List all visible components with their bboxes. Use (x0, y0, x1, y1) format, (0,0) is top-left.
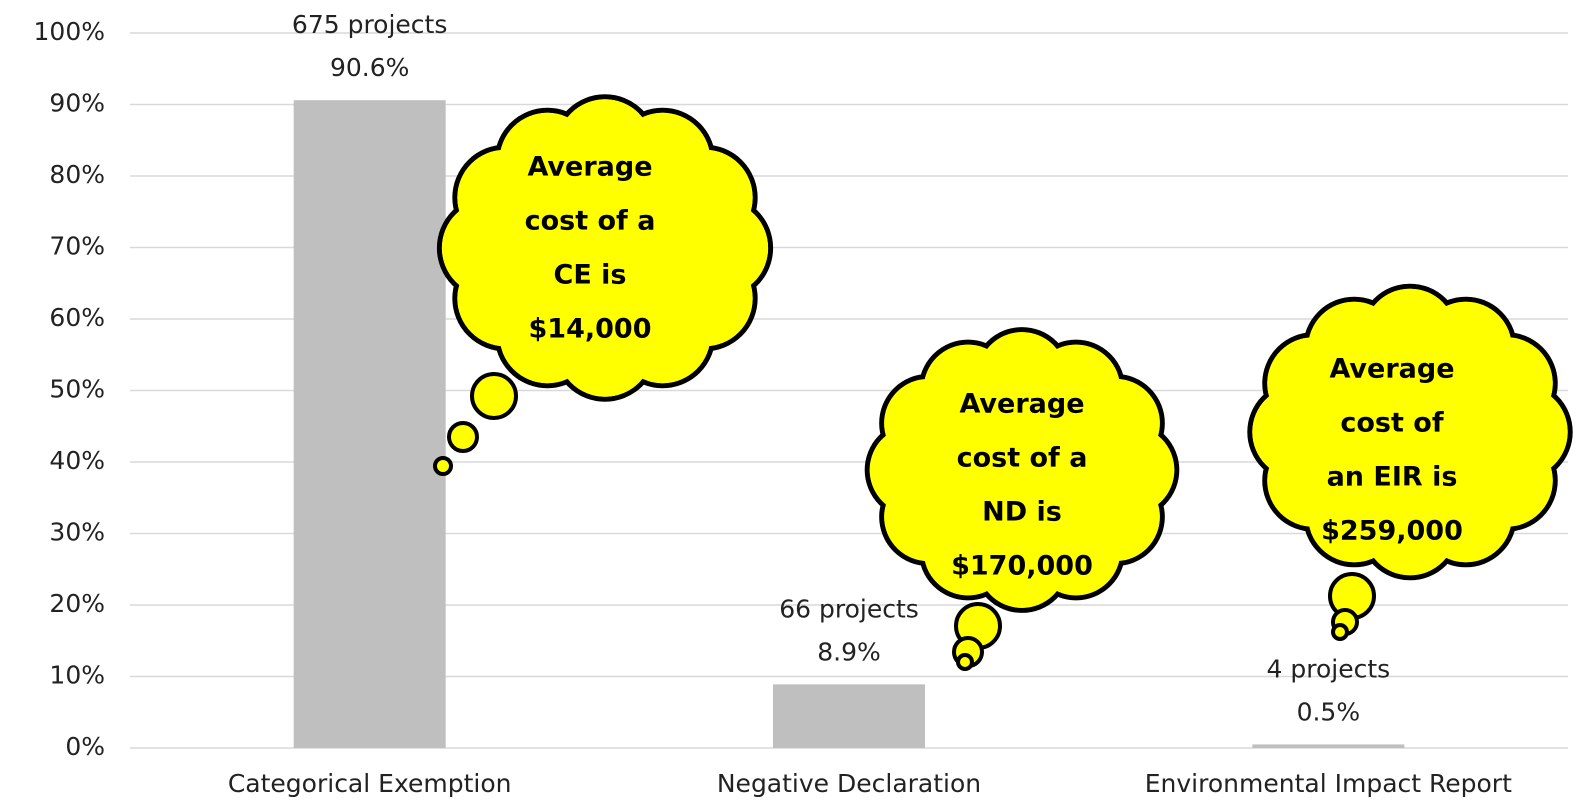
thought-bubble (472, 374, 516, 418)
callout-text: an EIR is (1327, 462, 1458, 493)
callout-text: $14,000 (529, 314, 652, 345)
y-tick-label: 0% (65, 732, 105, 761)
thought-bubble (435, 458, 451, 474)
callout-text: Average (1329, 354, 1454, 385)
callout-text: $170,000 (951, 551, 1093, 582)
x-tick-label: Categorical Exemption (228, 769, 512, 798)
project-label: 66 projects (779, 594, 919, 623)
y-tick-label: 40% (49, 446, 105, 475)
value-label: 90.6% (330, 53, 409, 82)
y-tick-label: 30% (49, 518, 105, 547)
x-tick-label: Negative Declaration (717, 769, 981, 798)
thought-bubble (449, 423, 477, 451)
y-tick-label: 90% (49, 89, 105, 118)
cloud-fill (1461, 337, 1553, 429)
thought-bubble (958, 655, 972, 669)
thought-cloud: Average cost of a CE is $14,000 (435, 97, 771, 474)
chart: 0% 10% 20% 30% 40% 50% 60% 70% 80% 90% 100% Categor… (0, 0, 1576, 811)
value-label: 0.5% (1297, 697, 1361, 726)
callout-text: cost of (1340, 408, 1443, 439)
y-tick-label: 70% (49, 232, 105, 261)
y-tick-label: 10% (49, 661, 105, 690)
y-tick-label: 100% (34, 17, 105, 46)
callout-text: $259,000 (1321, 516, 1463, 547)
callout-text: Average (959, 389, 1084, 420)
y-tick-label: 50% (49, 375, 105, 404)
project-label: 4 projects (1267, 654, 1391, 683)
callout-text: cost of a (957, 443, 1088, 474)
thought-bubble (1333, 625, 1347, 639)
project-label: 675 projects (292, 10, 447, 39)
y-tick-label: 20% (49, 589, 105, 618)
x-tick-label: Environmental Impact Report (1145, 769, 1512, 798)
bar (1252, 744, 1404, 748)
y-tick-label: 80% (49, 160, 105, 189)
bar (294, 100, 446, 748)
callout-text: ND is (982, 497, 1062, 528)
bar (773, 684, 925, 748)
thought-cloud: Average cost of an EIR is $259,000 (1250, 286, 1570, 639)
callout-text: cost of a (525, 206, 656, 237)
callout-text: Average (527, 152, 652, 183)
value-label: 8.9% (817, 637, 881, 666)
y-tick-label: 60% (49, 303, 105, 332)
cloud-fill (657, 150, 753, 246)
callout-text: CE is (554, 260, 627, 291)
